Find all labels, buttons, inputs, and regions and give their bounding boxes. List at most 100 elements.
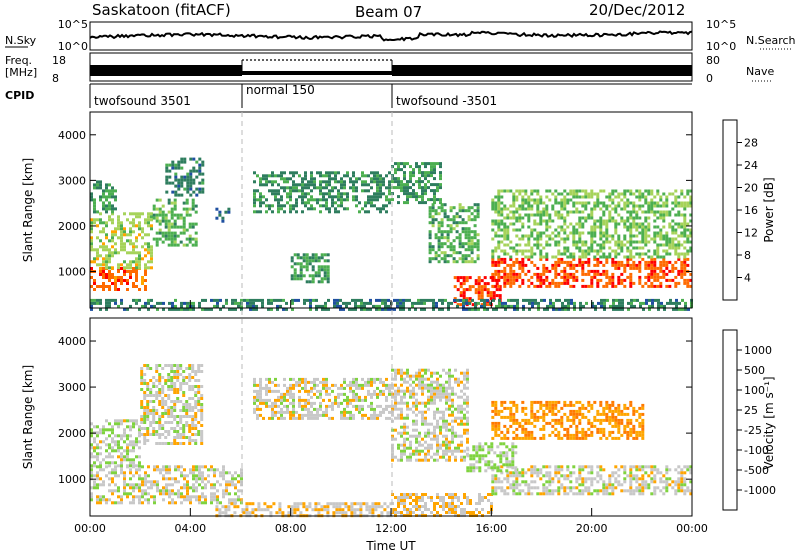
power-cell-4 <box>201 172 205 176</box>
power-cell-8 <box>403 189 406 193</box>
velocity-cell-5 <box>427 389 430 393</box>
velocity-cell-1 <box>132 419 135 423</box>
power-cell-11 <box>689 272 693 276</box>
velocity-cell-2 <box>182 403 186 406</box>
power-cell-3 <box>155 243 159 247</box>
power-cell-12 <box>671 207 675 211</box>
velocity-cell-2 <box>158 391 162 394</box>
power-cell-12 <box>677 252 681 256</box>
power-cell-3 <box>152 213 156 217</box>
power-cell-1 <box>111 251 114 255</box>
power-cell-9 <box>473 230 477 234</box>
power-cell-12 <box>497 219 501 223</box>
power-cell-13 <box>267 298 270 302</box>
velocity-cell-0 <box>123 471 126 475</box>
velocity-cell-6 <box>409 502 412 505</box>
power-cell-9 <box>446 218 450 222</box>
velocity-cell-3 <box>292 398 295 402</box>
velocity-cell-3 <box>358 410 361 414</box>
power-cell-13 <box>240 298 243 302</box>
power-cell-11 <box>659 266 663 270</box>
power-cell-1 <box>150 212 153 216</box>
power-cell-9 <box>455 230 459 234</box>
velocity-cell-2 <box>176 436 180 439</box>
power-cell-11 <box>614 260 618 264</box>
velocity-cell-5 <box>397 386 400 390</box>
velocity-cell-5 <box>418 440 421 444</box>
power-cell-10 <box>489 276 493 280</box>
power-cell-11 <box>539 278 543 282</box>
velocity-cell-3 <box>379 392 382 396</box>
power-cell-3 <box>191 225 195 229</box>
power-cell-8 <box>436 189 439 193</box>
power-cell-11 <box>563 272 567 276</box>
power-cell-2 <box>114 195 117 199</box>
velocity-cell-0 <box>90 486 93 490</box>
power-cell-11 <box>629 284 633 288</box>
velocity-cell-2 <box>164 430 168 433</box>
power-cell-11 <box>632 263 636 267</box>
power-cell-8 <box>409 177 412 181</box>
velocity-cell-5 <box>460 416 463 420</box>
velocity-cell-5 <box>466 452 469 456</box>
power-cell-2 <box>111 210 114 214</box>
velocity-cell-1 <box>120 437 123 441</box>
power-cell-13 <box>219 307 222 311</box>
power-cell-11 <box>611 275 615 279</box>
velocity-cell-2 <box>161 397 165 400</box>
power-cell-12 <box>497 222 501 226</box>
power-cell-7 <box>311 253 315 257</box>
power-cell-1 <box>138 260 141 264</box>
power-cell-3 <box>182 228 186 232</box>
power-cell-1 <box>135 251 138 255</box>
power-cell-13 <box>186 301 189 305</box>
power-cell-11 <box>491 278 495 282</box>
velocity-cell-2 <box>191 385 195 388</box>
power-cell-12 <box>584 192 588 196</box>
power-cell-7 <box>311 259 315 263</box>
power-cell-12 <box>596 219 600 223</box>
velocity-cell-3 <box>301 407 304 411</box>
velocity-cell-1 <box>120 455 123 459</box>
power-cell-13 <box>240 304 243 308</box>
velocity-cell-3 <box>286 398 289 402</box>
velocity-cell-0 <box>147 465 150 469</box>
power-cell-12 <box>590 231 594 235</box>
velocity-cell-1 <box>102 440 105 444</box>
power-cell-6 <box>340 183 343 187</box>
power-cell-12 <box>650 201 654 205</box>
power-cell-6 <box>271 174 274 178</box>
power-cell-6 <box>319 186 322 190</box>
velocity-cell-2 <box>164 409 168 412</box>
power-cell-3 <box>167 234 171 238</box>
power-cell-12 <box>611 192 615 196</box>
power-cell-9 <box>467 227 471 231</box>
power-cell-13 <box>363 304 366 308</box>
power-cell-1 <box>132 212 135 216</box>
velocity-cell-3 <box>298 380 301 384</box>
power-cell-12 <box>527 216 531 220</box>
power-cell-4 <box>165 166 169 170</box>
velocity-cell-5 <box>397 416 400 420</box>
velocity-cell-3 <box>334 395 337 399</box>
velocity-cell-3 <box>280 413 283 417</box>
power-cell-12 <box>602 240 606 244</box>
power-cell-6 <box>328 171 331 175</box>
velocity-cell-2 <box>200 436 204 439</box>
power-cell-1 <box>147 266 150 270</box>
power-cell-11 <box>557 284 561 288</box>
power-cell-10 <box>495 294 499 298</box>
velocity-cell-4 <box>386 505 390 509</box>
velocity-cell-5 <box>403 395 406 399</box>
power-cell-13 <box>342 307 345 311</box>
velocity-cell-2 <box>155 394 159 397</box>
velocity-cell-4 <box>269 511 273 515</box>
velocity-cell-2 <box>191 364 195 367</box>
power-cell-12 <box>671 240 675 244</box>
velocity-cell-2 <box>185 376 189 379</box>
power-cell-13 <box>567 304 570 308</box>
power-cell-13 <box>666 301 669 305</box>
velocity-cell-2 <box>140 367 144 370</box>
power-cell-12 <box>494 219 498 223</box>
velocity-cell-2 <box>179 436 183 439</box>
